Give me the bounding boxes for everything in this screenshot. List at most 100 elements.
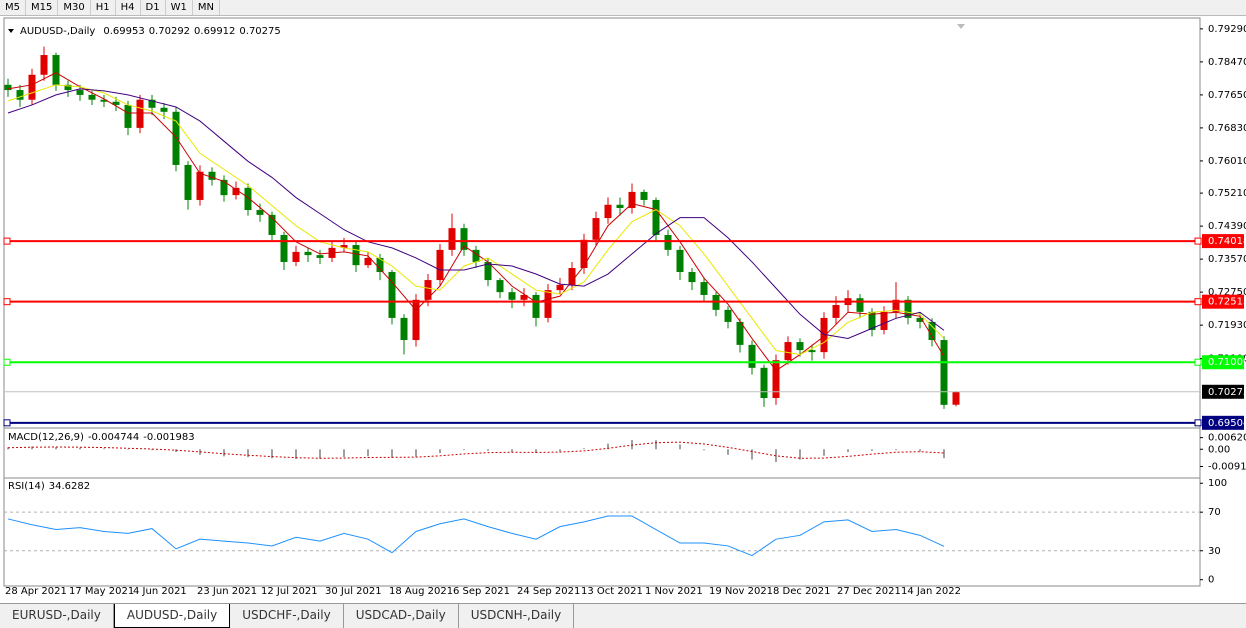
macd-bar [343, 449, 345, 458]
timeframe-button[interactable]: MN [193, 0, 220, 15]
candle-body [184, 164, 192, 200]
timeframe-button[interactable]: M15 [26, 0, 59, 15]
candle-body [880, 311, 888, 330]
candle-body [52, 55, 60, 85]
y-tick-label: 0.00 [1208, 444, 1230, 455]
macd-bar [247, 449, 249, 458]
level-label-box [1202, 355, 1244, 370]
candle-body [220, 179, 228, 196]
x-tick-label: 19 Nov 2021 [709, 586, 773, 597]
candle-body [784, 342, 792, 361]
timeframe-button[interactable]: D1 [141, 0, 166, 15]
macd-bar [679, 444, 681, 450]
level-handle [3, 298, 11, 306]
candle-body [796, 342, 804, 351]
macd-bar [703, 449, 705, 451]
moving-average [7, 84, 945, 356]
candle-body [652, 199, 660, 235]
macd-header: MACD(12,26,9) -0.004744 -0.001983 [8, 432, 195, 443]
y-tick-label: 70 [1208, 507, 1221, 518]
header-close: 0.70275 [239, 26, 280, 37]
x-tick-label: 28 Apr 2021 [5, 586, 67, 597]
candle-body [160, 107, 168, 112]
macd-bar [895, 449, 897, 451]
candle-body [304, 251, 312, 256]
y-tick-label: 0.79290 [1208, 24, 1246, 35]
rsi-label: RSI(14) [8, 481, 45, 492]
rsi-value: 34.6282 [49, 481, 90, 492]
x-tick-label: 17 May 2021 [69, 586, 134, 597]
macd-bar [7, 447, 9, 450]
candle-body [532, 294, 540, 318]
header-symbol: AUDUSD-,Daily [20, 26, 95, 37]
level-label: 0.69504 [1208, 418, 1246, 429]
level-handle [3, 358, 11, 366]
candle-body [508, 292, 516, 300]
chart-tab[interactable]: USDCHF-,Daily [230, 604, 344, 628]
candle-body [40, 55, 48, 75]
chart-tab[interactable]: AUDUSD-,Daily [113, 604, 231, 628]
macd-bar [871, 449, 873, 451]
timeframe-button[interactable]: H1 [91, 0, 116, 15]
macd-bar [511, 449, 513, 453]
candle-body [256, 210, 264, 215]
candle-body [664, 234, 672, 250]
timeframe-button[interactable]: W1 [166, 0, 193, 15]
current-price-label: 0.70275 [1208, 387, 1246, 398]
candle-body [424, 280, 432, 300]
timeframe-button[interactable]: M30 [58, 0, 91, 15]
level-label: 0.74018 [1208, 236, 1246, 247]
candle-body [640, 191, 648, 200]
level-label-box [1202, 234, 1244, 249]
candle-body [484, 261, 492, 281]
candle-body [376, 257, 384, 273]
candle-body [268, 214, 276, 235]
y-tick-label: 0.78470 [1208, 57, 1246, 68]
x-tick-label: 23 Jun 2021 [197, 586, 257, 597]
candle-body [16, 90, 24, 100]
header-low: 0.69912 [194, 26, 235, 37]
shift-marker [957, 24, 965, 29]
candle-body [124, 104, 132, 128]
macd-bar [31, 446, 33, 450]
chart-tab[interactable]: USDCNH-,Daily [459, 604, 575, 628]
x-tick-label: 24 Sep 2021 [517, 586, 580, 597]
candle-body [88, 94, 96, 100]
candle-body [208, 171, 216, 180]
macd-bar [487, 449, 489, 451]
candle-body [772, 360, 780, 399]
candle-body [292, 251, 300, 262]
candle-body [400, 317, 408, 341]
macd-bar [463, 449, 465, 451]
macd-bar [79, 447, 81, 450]
level-handle [1194, 358, 1202, 366]
x-tick-label: 4 Jun 2021 [133, 586, 187, 597]
candle-body [136, 99, 144, 128]
timeframe-button[interactable]: H4 [116, 0, 141, 15]
candle-body [676, 249, 684, 273]
candle-body [460, 228, 468, 250]
candle-body [700, 282, 708, 295]
candle-body [808, 350, 816, 353]
x-tick-label: 14 Jan 2022 [901, 586, 961, 597]
y-tick-label: 0.73570 [1208, 254, 1246, 265]
macd-bar [655, 440, 657, 450]
candle-body [916, 317, 924, 322]
y-tick-label: 30 [1208, 546, 1221, 557]
candle-body [232, 187, 240, 196]
candle-body [832, 305, 840, 318]
candle-body [112, 101, 120, 105]
macd-label: MACD(12,26,9) [8, 432, 84, 443]
macd-bar [415, 449, 417, 457]
x-tick-label: 1 Nov 2021 [645, 586, 703, 597]
timeframe-button[interactable]: M5 [0, 0, 26, 15]
y-tick-label: 0.006201 [1208, 433, 1246, 444]
candle-body [412, 299, 420, 341]
level-label: 0.72513 [1208, 297, 1246, 308]
macd-bar [367, 449, 369, 457]
chart-tab[interactable]: USDCAD-,Daily [344, 604, 459, 628]
candle-body [760, 367, 768, 399]
header-high: 0.70292 [149, 26, 190, 37]
chart-tab[interactable]: EURUSD-,Daily [0, 604, 114, 628]
